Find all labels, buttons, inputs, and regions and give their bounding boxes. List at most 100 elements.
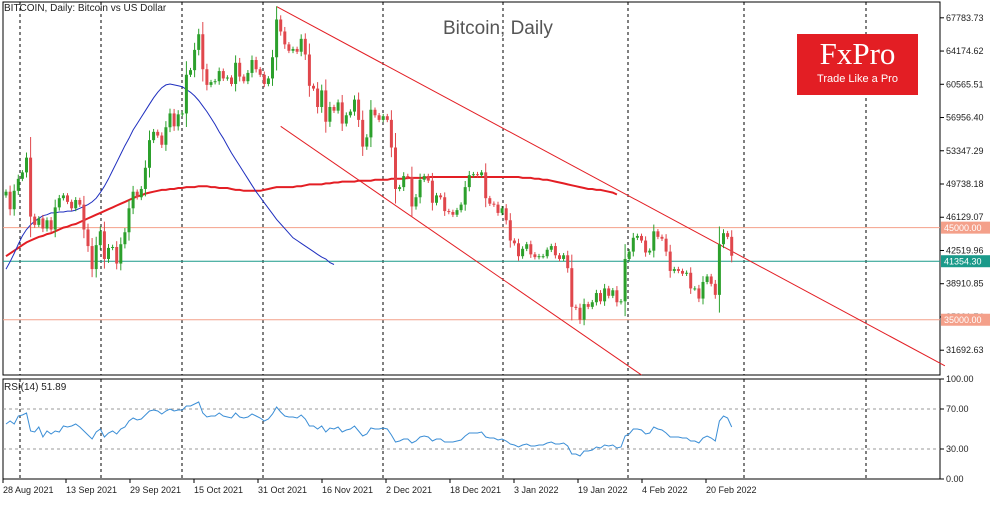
candle-body [102, 231, 106, 259]
candle-body [287, 44, 291, 51]
candle-body [394, 147, 397, 189]
price-tick-label: 53347.29 [946, 146, 984, 156]
candle-body [459, 204, 463, 211]
candle-body [361, 119, 365, 147]
candle-body [599, 293, 602, 302]
candle-body [332, 106, 336, 111]
candle-body [549, 246, 553, 250]
candle-body [504, 208, 508, 221]
candle-body [328, 106, 332, 122]
time-axis-label: 29 Sep 2021 [130, 485, 181, 495]
candle-body [693, 288, 697, 290]
candle-body [553, 246, 557, 256]
candle-body [94, 245, 98, 270]
candle-body [16, 178, 20, 191]
price-tick-label: 46129.07 [946, 212, 984, 222]
candle-body [201, 34, 205, 70]
price-tick-label: 49738.18 [946, 179, 984, 189]
candle-body [357, 99, 361, 120]
candle-body [406, 176, 410, 178]
candle-body [410, 176, 414, 207]
candle-body [283, 31, 287, 45]
candle-body [525, 244, 529, 249]
candle-body [722, 233, 725, 245]
candle-body [37, 218, 41, 225]
candle-body [443, 197, 447, 212]
candle-body [533, 254, 537, 258]
price-tag-box [941, 221, 990, 234]
candle-body [611, 290, 615, 296]
candle-body [275, 19, 279, 58]
candle-body [225, 77, 229, 79]
rsi-tick-label: 70.00 [946, 404, 969, 414]
candle-body [631, 237, 635, 252]
time-axis-label: 15 Oct 2021 [194, 485, 243, 495]
time-axis-label: 28 Aug 2021 [3, 485, 54, 495]
candle-body [230, 77, 233, 84]
time-axis-label: 16 Nov 2021 [322, 485, 373, 495]
candle-body [29, 157, 33, 217]
candle-body [111, 246, 115, 248]
candle-body [344, 115, 348, 124]
candle-body [348, 111, 352, 116]
candle-body [119, 244, 123, 264]
candle-body [435, 195, 438, 203]
candle-body [418, 179, 422, 198]
candle-body [8, 191, 12, 210]
candle-body [262, 74, 266, 84]
candle-body [590, 302, 594, 307]
candle-body [496, 204, 500, 213]
candle-body [685, 272, 689, 274]
candle-body [681, 270, 684, 274]
candle-body [221, 71, 225, 79]
price-tag-box [941, 313, 990, 326]
candle-body [279, 19, 283, 32]
candle-body [20, 172, 24, 179]
candle-body [398, 187, 402, 189]
moving-average-blue [5, 83, 335, 270]
price-tick-label: 38910.85 [946, 279, 984, 289]
channel-upper-line [276, 6, 946, 367]
candle-body [258, 69, 262, 75]
candle-body [336, 102, 340, 111]
candle-body [467, 175, 471, 188]
candle-body [385, 116, 389, 120]
candle-body [607, 288, 611, 296]
time-axis-label: 20 Feb 2022 [706, 485, 757, 495]
candle-body [480, 172, 484, 176]
candle-body [373, 109, 377, 116]
candle-body [152, 131, 156, 141]
candle-body [512, 240, 516, 244]
candle-body [517, 243, 520, 257]
symbol-header: BITCOIN, Daily: Bitcoin vs US Dollar [4, 3, 167, 14]
candle-body [529, 244, 533, 255]
candle-body [123, 232, 127, 245]
candle-body [426, 176, 430, 181]
candle-body [107, 247, 110, 259]
candle-body [209, 82, 213, 85]
candle-body [545, 249, 549, 257]
candle-body [49, 220, 53, 230]
candle-body [143, 167, 147, 189]
candle-body [160, 135, 164, 145]
candle-body [717, 244, 721, 295]
candle-body [254, 60, 258, 70]
candle-body [586, 304, 590, 307]
candle-body [197, 34, 201, 50]
candle-body [537, 256, 541, 258]
candle-body [82, 204, 86, 230]
candle-body [471, 174, 475, 176]
candle-body [172, 113, 176, 127]
candle-body [127, 208, 131, 233]
price-tick-label: 60565.51 [946, 79, 984, 89]
candle-body [148, 140, 151, 168]
rsi-tick-label: 100.00 [946, 374, 974, 384]
candle-body [176, 114, 180, 127]
candle-body [115, 246, 119, 264]
candle-body [689, 272, 693, 289]
rsi-label: RSI(14) 51.89 [4, 382, 67, 393]
candle-body [713, 283, 717, 295]
candle-body [41, 218, 45, 229]
candle-body [238, 62, 242, 77]
candle-body [709, 276, 713, 284]
